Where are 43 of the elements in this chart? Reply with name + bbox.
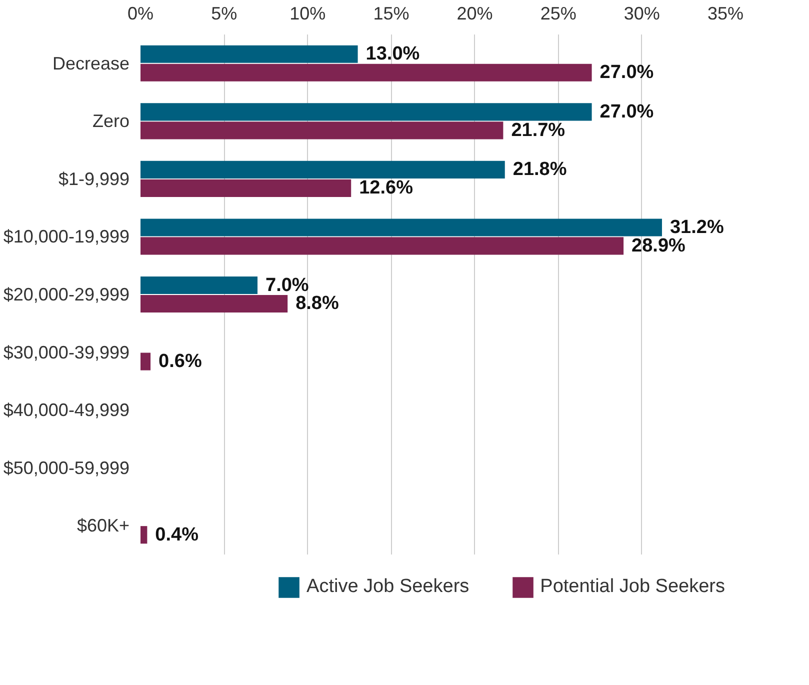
y-tick-label: $20,000-29,999 xyxy=(3,284,130,304)
y-tick-label: $10,000-19,999 xyxy=(3,226,130,247)
data-label: 8.8% xyxy=(296,293,339,314)
bar xyxy=(140,122,504,140)
bar xyxy=(140,218,662,236)
y-tick-label: $1-9,999 xyxy=(58,168,130,189)
x-tick-label: 15% xyxy=(373,4,410,24)
y-tick-label: $50,000-59,999 xyxy=(3,458,130,478)
data-label: 7.0% xyxy=(266,274,309,296)
bar xyxy=(140,526,148,544)
data-label: 12.6% xyxy=(359,178,414,199)
x-tick-label: 0% xyxy=(127,4,154,24)
legend-label: Potential Job Seekers xyxy=(540,576,725,598)
bar xyxy=(140,237,624,255)
data-label: 0.4% xyxy=(155,524,199,546)
x-tick-label: 10% xyxy=(290,4,326,24)
bar xyxy=(140,103,592,121)
bar xyxy=(140,160,505,178)
legend-label: Active Job Seekers xyxy=(306,576,470,598)
data-label: 27.0% xyxy=(600,101,654,122)
bar xyxy=(140,179,352,197)
data-label: 21.8% xyxy=(512,159,567,180)
y-tick-label: $40,000-49,999 xyxy=(3,400,130,420)
x-tick-label: 30% xyxy=(624,4,660,24)
bar xyxy=(140,45,358,63)
x-tick-label: 20% xyxy=(456,4,493,24)
y-tick-label: $30,000-39,999 xyxy=(3,342,130,362)
x-tick-label: 5% xyxy=(211,4,238,24)
x-tick-label: 35% xyxy=(707,4,744,24)
x-tick-label: 25% xyxy=(540,4,576,24)
bar xyxy=(140,352,151,370)
data-label: 27.0% xyxy=(600,62,654,84)
data-label: 31.2% xyxy=(670,216,724,238)
y-tick-label: Decrease xyxy=(52,53,130,74)
data-label: 28.9% xyxy=(632,235,686,256)
bar xyxy=(140,276,258,294)
bar xyxy=(140,294,288,313)
data-label: 21.7% xyxy=(511,120,566,141)
y-tick-label: $60K+ xyxy=(76,516,130,536)
data-label: 13.0% xyxy=(366,44,420,65)
data-label: 0.6% xyxy=(158,351,202,372)
bar xyxy=(140,64,592,82)
y-tick-label: Zero xyxy=(92,111,130,132)
